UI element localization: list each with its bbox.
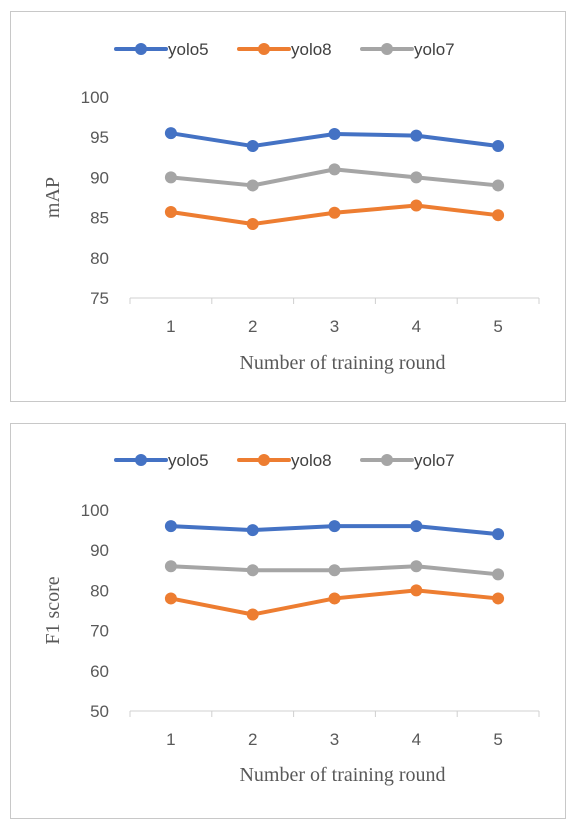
y-tick-label: 60 [90, 662, 109, 681]
data-point-yolo5 [410, 129, 423, 142]
data-point-yolo7 [328, 163, 341, 176]
legend-item-yolo8: yolo8 [237, 40, 332, 59]
series-yolo8 [164, 199, 505, 231]
series-yolo8 [164, 584, 505, 621]
legend-label: yolo5 [168, 451, 209, 470]
data-point-yolo7 [410, 560, 423, 573]
x-tick-label: 2 [248, 730, 257, 749]
data-point-yolo8 [410, 199, 423, 212]
series-yolo7 [164, 163, 505, 192]
data-point-yolo5 [492, 528, 505, 541]
legend-swatch-marker [135, 454, 147, 466]
x-tick-label: 4 [412, 730, 421, 749]
legend-swatch-marker [381, 454, 393, 466]
legend-label: yolo8 [291, 40, 332, 59]
legend-label: yolo5 [168, 40, 209, 59]
x-axis-title: Number of training round [239, 764, 445, 786]
data-point-yolo5 [492, 140, 505, 153]
y-tick-label: 80 [90, 581, 109, 600]
y-tick-label: 100 [81, 501, 109, 520]
x-tick-label: 3 [330, 317, 339, 336]
data-point-yolo5 [246, 524, 259, 537]
y-tick-label: 85 [90, 209, 109, 228]
data-point-yolo8 [246, 218, 259, 231]
x-tick-label: 1 [166, 317, 175, 336]
data-point-yolo5 [164, 520, 177, 533]
legend-label: yolo8 [291, 451, 332, 470]
data-point-yolo7 [246, 564, 259, 577]
series-yolo5 [164, 520, 505, 541]
y-axis-title: F1 score [42, 576, 64, 644]
legend-swatch-marker [381, 43, 393, 55]
f1-line-chart: yolo5 yolo8 yolo7 50 60 70 80 90 100 1 2 3 4 5 Number … [42, 451, 540, 786]
data-point-yolo7 [492, 179, 505, 192]
y-tick-label: 90 [90, 541, 109, 560]
data-point-yolo5 [410, 520, 423, 533]
data-point-yolo5 [328, 127, 341, 140]
data-point-yolo7 [328, 564, 341, 577]
x-tick-label: 3 [330, 730, 339, 749]
data-point-yolo5 [328, 520, 341, 533]
data-point-yolo8 [410, 584, 423, 597]
data-point-yolo8 [246, 608, 259, 621]
data-point-yolo8 [328, 592, 341, 605]
x-tick-label: 5 [493, 317, 502, 336]
y-axis-title: mAP [42, 177, 64, 218]
y-tick-label: 50 [90, 702, 109, 721]
y-tick-label: 95 [90, 128, 109, 147]
data-point-yolo5 [246, 140, 259, 153]
y-tick-label: 75 [90, 289, 109, 308]
x-tick-label: 1 [166, 730, 175, 749]
data-point-yolo7 [164, 560, 177, 573]
data-point-yolo7 [246, 179, 259, 192]
data-point-yolo8 [492, 592, 505, 605]
legend-item-yolo7: yolo7 [360, 451, 455, 470]
data-point-yolo7 [492, 568, 505, 581]
series-yolo5 [164, 127, 505, 153]
map-line-chart: yolo5 yolo8 yolo7 75 80 85 90 95 100 1 2 3 4 5 Number … [42, 40, 540, 374]
x-tick-label: 5 [493, 730, 502, 749]
data-point-yolo5 [164, 127, 177, 140]
legend-label: yolo7 [414, 451, 455, 470]
data-point-yolo8 [492, 209, 505, 222]
legend-swatch-marker [258, 454, 270, 466]
legend-swatch-marker [258, 43, 270, 55]
x-tick-label: 2 [248, 317, 257, 336]
y-tick-label: 100 [81, 88, 109, 107]
f1-chart-panel: yolo5 yolo8 yolo7 50 60 70 80 90 100 1 2 3 4 5 Number … [10, 423, 566, 819]
legend-item-yolo8: yolo8 [237, 451, 332, 470]
y-tick-label: 70 [90, 622, 109, 641]
legend-item-yolo5: yolo5 [114, 40, 209, 59]
legend-swatch-marker [135, 43, 147, 55]
x-tick-label: 4 [412, 317, 421, 336]
series-yolo7 [164, 560, 505, 581]
data-point-yolo8 [328, 206, 341, 219]
data-point-yolo8 [164, 592, 177, 605]
y-tick-label: 90 [90, 168, 109, 187]
legend-item-yolo5: yolo5 [114, 451, 209, 470]
legend-item-yolo7: yolo7 [360, 40, 455, 59]
map-chart-panel: yolo5 yolo8 yolo7 75 80 85 90 95 100 1 2 3 4 5 Number … [10, 11, 566, 402]
x-axis-title: Number of training round [239, 352, 445, 374]
legend-label: yolo7 [414, 40, 455, 59]
data-point-yolo7 [164, 171, 177, 184]
data-point-yolo7 [410, 171, 423, 184]
y-tick-label: 80 [90, 249, 109, 268]
data-point-yolo8 [164, 205, 177, 218]
